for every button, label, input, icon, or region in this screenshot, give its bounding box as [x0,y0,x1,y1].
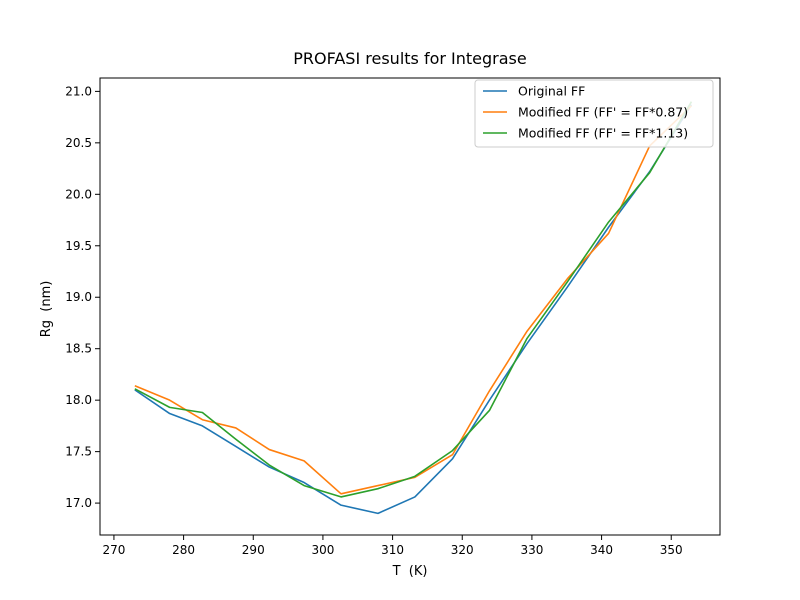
y-tick-label: 17.0 [65,496,92,510]
y-tick-label: 19.0 [65,290,92,304]
x-axis-label: T (K) [392,564,428,579]
x-tick-label: 320 [451,543,474,557]
legend-label-3: Modified FF (FF' = FF*1.13) [518,126,688,141]
chart-title: PROFASI results for Integrase [293,49,526,68]
x-tick-label: 280 [172,543,195,557]
series-line-2 [134,105,692,495]
y-tick-label: 18.0 [65,393,92,407]
legend-label-1: Original FF [518,84,585,99]
x-tick-label: 290 [242,543,265,557]
y-tick-label: 21.0 [65,84,92,98]
x-axis: 270 280 290 300 310 320 330 340 350 [102,535,683,557]
series-line-3 [134,101,693,498]
y-tick-label: 18.5 [65,342,92,356]
x-tick-label: 270 [102,543,125,557]
legend-label-2: Modified FF (FF' = FF*0.87) [518,105,688,120]
plot-area [99,77,721,536]
y-tick-label: 19.5 [65,239,92,253]
legend: Original FF Modified FF (FF' = FF*0.87) Mo… [474,79,714,148]
x-tick-label: 300 [311,543,334,557]
legend-box [474,79,714,148]
y-tick-label: 20.0 [65,187,92,201]
y-axis: 17.0 17.5 18.0 18.5 19.0 19.5 20.0 20.5 21.0 [65,84,100,510]
x-tick-label: 350 [660,543,683,557]
y-tick-label: 20.5 [65,136,92,150]
plot-frame [99,77,721,536]
x-tick-label: 310 [381,543,404,557]
x-tick-label: 340 [590,543,613,557]
x-tick-label: 330 [520,543,543,557]
y-axis-label: Rg (nm) [39,281,54,338]
y-tick-label: 17.5 [65,445,92,459]
